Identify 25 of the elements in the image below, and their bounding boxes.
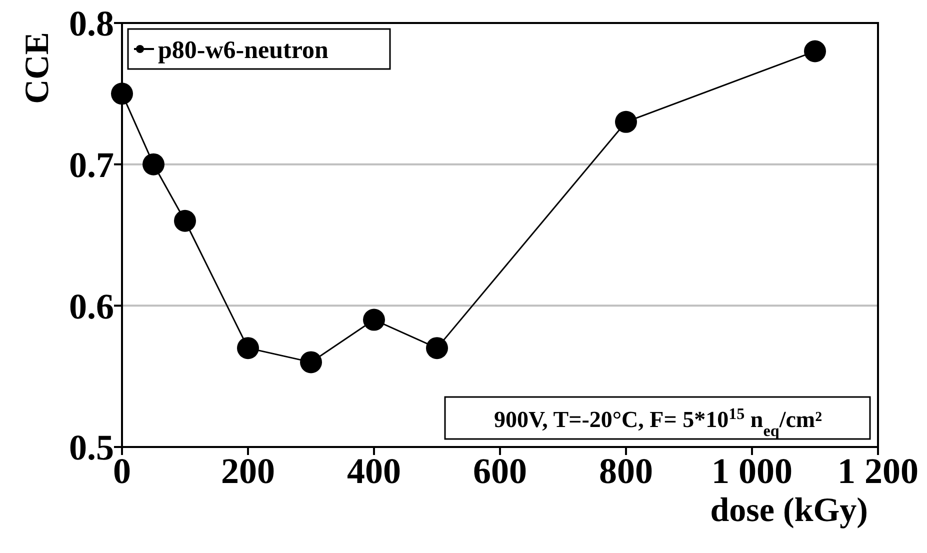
point bbox=[615, 110, 637, 133]
point bbox=[111, 82, 133, 105]
annotation: 900V, T=-20°C, F= 5*10$^{15}$ n$_{eq}$/cm² bbox=[494, 406, 822, 440]
x-tick-label: 1 000 bbox=[712, 451, 792, 491]
x-axis-title: dose (kGy) bbox=[710, 492, 868, 529]
point bbox=[426, 337, 448, 360]
point bbox=[174, 210, 196, 232]
y-tick-label: 0.5 bbox=[69, 428, 114, 468]
point bbox=[237, 337, 259, 360]
y-tick-label: 0.7 bbox=[69, 144, 114, 185]
legend-label: p80-w6-neutron bbox=[158, 36, 328, 64]
x-tick-label: 600 bbox=[473, 451, 527, 491]
x-tick-label: 800 bbox=[599, 451, 653, 491]
point bbox=[804, 40, 826, 62]
point bbox=[363, 308, 385, 331]
point bbox=[142, 153, 164, 176]
x-tick-label: 0 bbox=[113, 451, 131, 491]
point bbox=[300, 351, 322, 374]
y-tick-label: 0.8 bbox=[69, 4, 114, 44]
x-tick-label: 1 200 bbox=[838, 451, 918, 491]
y-tick-label: 0.6 bbox=[69, 286, 114, 326]
x-tick-label: 400 bbox=[347, 451, 401, 491]
note-box: 900V, T=-20°C, F= 5*10$^{15}$ n$_{eq}$/cm² bbox=[444, 396, 871, 440]
x-tick-label: 200 bbox=[221, 451, 275, 491]
y-axis-title: CCE bbox=[19, 32, 56, 104]
